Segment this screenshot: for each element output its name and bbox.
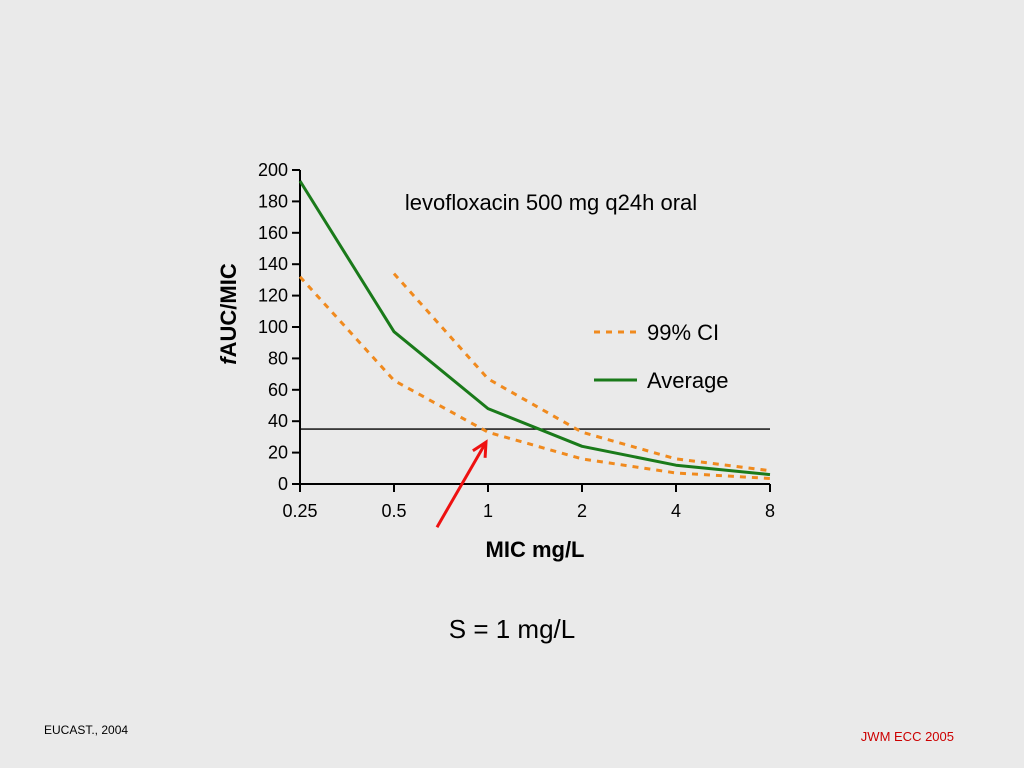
y-tick-label: 140	[258, 254, 288, 274]
x-tick-label: 2	[577, 501, 587, 521]
y-axis-title-main: AUC/MIC	[216, 263, 241, 357]
y-tick-label: 200	[258, 160, 288, 180]
y-axis-title-italic: f	[216, 355, 241, 365]
x-tick-label: 8	[765, 501, 775, 521]
annotation-arrow-shaft	[435, 441, 488, 528]
x-tick-label: 0.25	[282, 501, 317, 521]
annotation-arrow-head	[472, 439, 488, 458]
presentation-credit: JWM ECC 2005	[860, 729, 954, 744]
chart-legend: 99% CI Average	[594, 320, 729, 393]
y-tick-label: 100	[258, 317, 288, 337]
source-citation: EUCAST., 2004	[44, 723, 129, 737]
y-tick-label: 160	[258, 223, 288, 243]
series-line-average	[298, 180, 771, 477]
x-tick-label: 1	[483, 501, 493, 521]
legend-label-99-ci: 99% CI	[647, 320, 719, 345]
line-chart: 0 20 40 60 80 100 120 140 160 180 200 0.25 0.5 1 2 4 8 l…	[216, 160, 775, 562]
caption: S = 1 mg/L	[448, 614, 576, 644]
y-axis-title: fAUC/MIC	[216, 263, 241, 365]
chart-axes: 0 20 40 60 80 100 120 140 160 180 200 0.25 0.5 1 2 4 8	[258, 160, 775, 521]
y-tick-label: 20	[268, 443, 288, 463]
y-tick-label: 80	[268, 348, 288, 368]
y-tick-label: 180	[258, 191, 288, 211]
legend-label-average: Average	[647, 368, 729, 393]
chart-series	[298, 180, 771, 528]
y-tick-label: 40	[268, 411, 288, 431]
x-tick-label: 0.5	[381, 501, 406, 521]
y-tick-label: 120	[258, 286, 288, 306]
y-tick-label: 60	[268, 380, 288, 400]
chart-title: levofloxacin 500 mg q24h oral	[405, 190, 697, 215]
x-axis-title: MIC mg/L	[486, 537, 585, 562]
y-tick-label: 0	[278, 474, 288, 494]
x-tick-label: 4	[671, 501, 681, 521]
